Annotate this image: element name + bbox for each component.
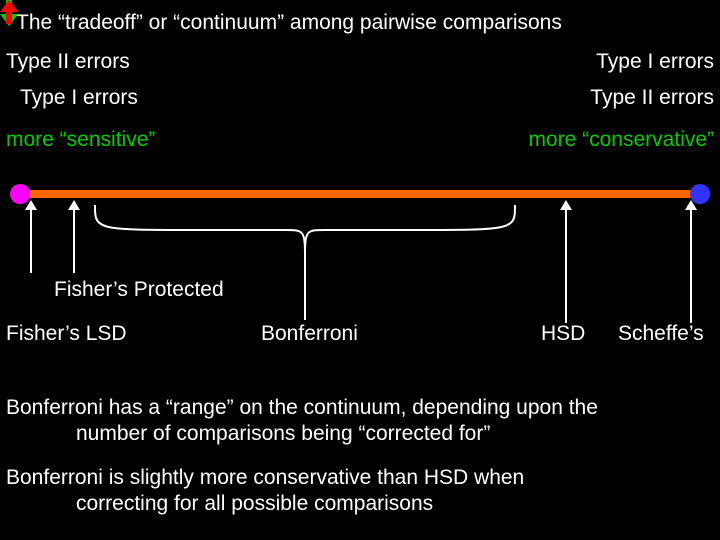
methods-row: Fisher’s LSD Bonferroni HSD Scheffe’s bbox=[6, 322, 714, 350]
scheffes-label: Scheffe’s bbox=[618, 322, 704, 346]
pointer-stem-bonferroni-icon bbox=[304, 255, 306, 320]
note-line: correcting for all possible comparisons bbox=[6, 491, 714, 517]
pole-conservative: more “conservative” bbox=[528, 128, 714, 152]
slide-title: The “tradeoff” or “continuum” among pair… bbox=[16, 10, 562, 35]
fishers-protected-label: Fisher’s Protected bbox=[54, 278, 224, 302]
type1-errors-left: Type I errors bbox=[20, 86, 138, 110]
note-bonferroni-vs-hsd: Bonferroni is slightly more conservative… bbox=[6, 465, 714, 518]
bonferroni-label: Bonferroni bbox=[261, 322, 358, 346]
note-bonferroni-range: Bonferroni has a “range” on the continuu… bbox=[6, 395, 714, 448]
note-line: number of comparisons being “corrected f… bbox=[6, 421, 714, 447]
type2-errors-left: Type II errors bbox=[6, 50, 130, 74]
type1-errors-right: Type I errors bbox=[596, 50, 714, 74]
bonferroni-brace-icon bbox=[90, 200, 520, 260]
note-line: Bonferroni is slightly more conservative… bbox=[6, 466, 524, 489]
fishers-lsd-label: Fisher’s LSD bbox=[6, 322, 127, 346]
pole-sensitive: more “sensitive” bbox=[6, 128, 155, 152]
continuum-line bbox=[18, 190, 702, 198]
hsd-label: HSD bbox=[541, 322, 585, 346]
type2-errors-right: Type II errors bbox=[590, 86, 714, 110]
note-line: Bonferroni has a “range” on the continuu… bbox=[6, 396, 598, 419]
